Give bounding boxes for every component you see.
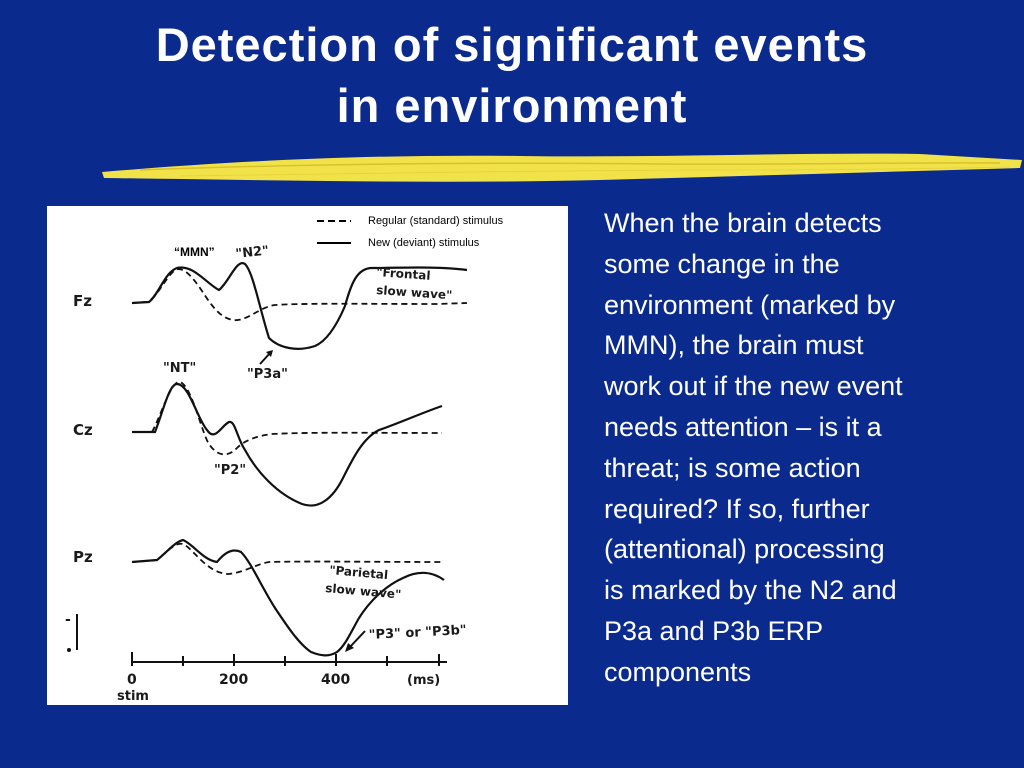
body-line-12: components [604, 656, 752, 687]
legend-standard-label: Regular (standard) stimulus [368, 215, 504, 227]
frontal-slow-wave-label-2: slow wave" [376, 283, 453, 302]
body-line-7: threat; is some action [604, 452, 861, 483]
channel-label-pz: Pz [73, 548, 93, 566]
scale-plus-sign [67, 648, 71, 652]
body-line-2: some change in the [604, 248, 840, 279]
fz-standard-waveform [131, 268, 468, 321]
body-line-11: P3a and P3b ERP [604, 615, 824, 646]
fz-deviant-waveform [131, 261, 468, 350]
title-line-2: in environment [336, 79, 688, 132]
body-line-8: required? If so, further [604, 493, 870, 524]
scale-minus-sign: - [65, 612, 71, 628]
p3b-arrow-head [345, 643, 354, 652]
p3-or-p3b-label: "P3" or "P3b" [368, 623, 467, 643]
erp-figure-panel: Regular (standard) stimulus New (deviant… [47, 206, 568, 705]
frontal-slow-wave-label-1: "Frontal [376, 265, 431, 283]
p3a-arrow-head [266, 350, 273, 357]
body-line-3: environment (marked by [604, 289, 896, 320]
p2-label: "P2" [214, 463, 246, 478]
channel-label-fz: Fz [73, 292, 92, 310]
axis-tick-label-400: 400 [321, 672, 350, 688]
nt-label: "NT" [163, 361, 196, 376]
stim-label: stim [117, 689, 149, 704]
title-line-1: Detection of significant events [155, 18, 869, 71]
p3b-arrow [348, 630, 366, 649]
body-line-6: needs attention – is it a [604, 411, 882, 442]
pz-deviant-waveform [131, 538, 445, 657]
body-line-1: When the brain detects [604, 208, 882, 238]
axis-tick-label-0: 0 [127, 672, 137, 688]
parietal-slow-wave-label-2: slow wave" [325, 581, 402, 602]
body-line-10: is marked by the N2 and [604, 575, 897, 606]
yellow-brush-underline [102, 153, 1022, 182]
pz-standard-waveform [131, 542, 443, 575]
cz-deviant-waveform [132, 382, 443, 507]
erp-waveform-diagram: Regular (standard) stimulus New (deviant… [65, 215, 504, 704]
slide-title: Detection of significant events in envir… [0, 14, 1024, 136]
cz-standard-waveform [132, 381, 443, 456]
channel-label-cz: Cz [73, 421, 93, 439]
body-line-5: work out if the new event [604, 371, 903, 402]
legend-deviant-label: New (deviant) stimulus [368, 237, 480, 249]
body-line-9: (attentional) processing [604, 534, 885, 565]
mmn-label: “MMN” [174, 245, 215, 259]
p3a-label: "P3a" [247, 367, 288, 382]
axis-tick-label-200: 200 [219, 672, 248, 688]
body-line-4: MMN), the brain must [604, 330, 864, 361]
parietal-slow-wave-label-1: "Parietal [329, 563, 389, 582]
axis-unit-label: (ms) [407, 673, 440, 688]
body-text: When the brain detects some change in th… [604, 203, 1004, 693]
n2-label: "N2" [235, 244, 270, 262]
